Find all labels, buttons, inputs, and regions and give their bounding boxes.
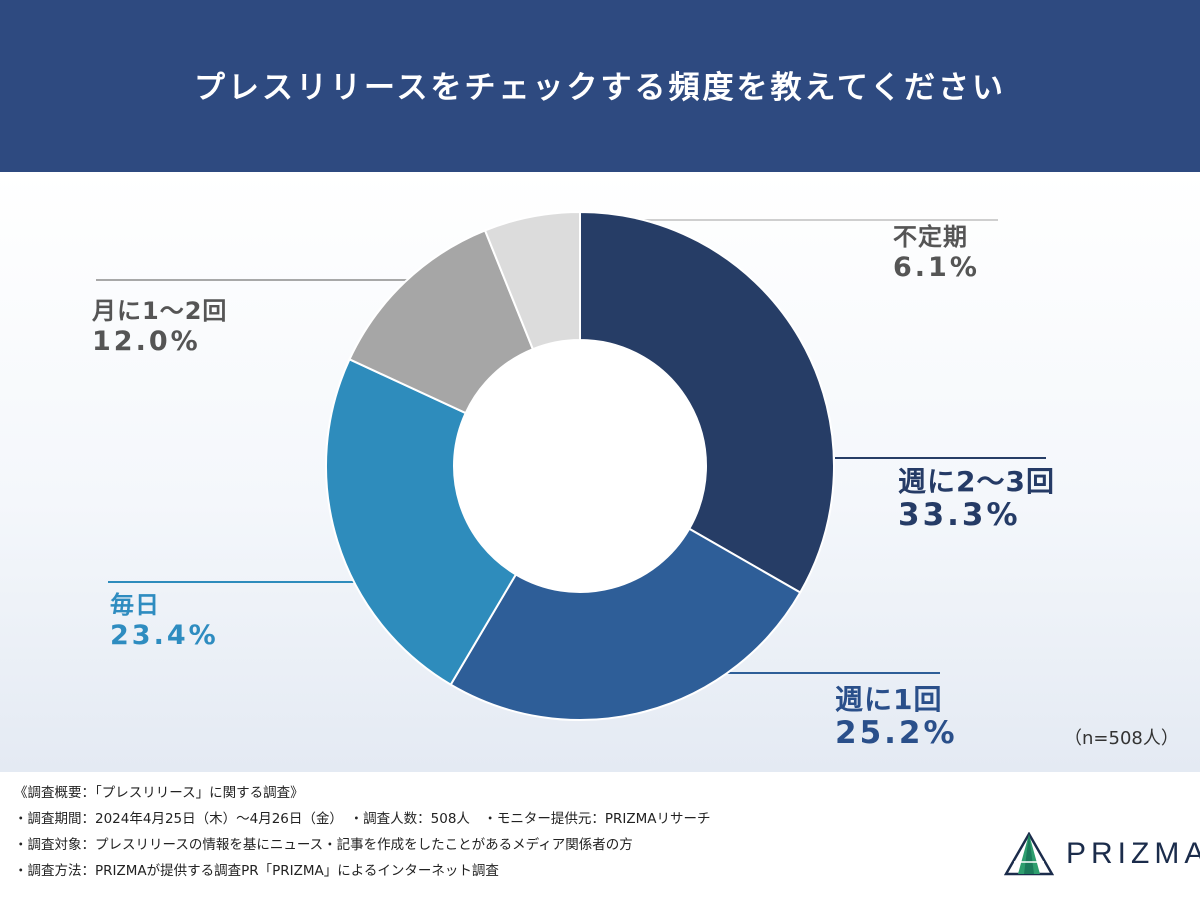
slice-category: 週に1回 xyxy=(835,683,943,716)
slice-label-irregular: 不定期 6.1% xyxy=(893,223,980,283)
prizma-logo-icon xyxy=(1004,832,1054,876)
survey-note-period: ・調査期間：2024年4月25日（木）〜4月26日（金） ・調査人数：508人 … xyxy=(14,811,711,827)
slice-value: 6.1% xyxy=(893,251,980,283)
page-title: プレスリリースをチェックする頻度を教えてください xyxy=(194,69,1006,106)
slice-category: 週に2〜3回 xyxy=(898,465,1055,498)
slice-value: 23.4% xyxy=(110,619,219,651)
survey-note-heading: 《調査概要：「プレスリリース」に関する調査》 xyxy=(14,785,304,801)
survey-notes: 《調査概要：「プレスリリース」に関する調査》 ・調査期間：2024年4月25日（… xyxy=(14,780,711,884)
header-banner: プレスリリースをチェックする頻度を教えてください xyxy=(0,0,1200,172)
slice-category: 毎日 xyxy=(110,591,160,619)
slice-category: 不定期 xyxy=(893,223,968,251)
slice-label-monthly: 月に1〜2回 12.0% xyxy=(92,297,228,357)
donut-chart xyxy=(96,210,1046,721)
slice-value: 12.0% xyxy=(92,325,201,357)
slice-category: 月に1〜2回 xyxy=(92,297,228,325)
footer: 《調査概要：「プレスリリース」に関する調査》 ・調査期間：2024年4月25日（… xyxy=(0,772,1200,900)
survey-note-target: ・調査対象：プレスリリースの情報を基にニュース・記事を作成をしたことがあるメディ… xyxy=(14,837,633,853)
donut-slices xyxy=(325,210,835,721)
brand: PRIZMA xyxy=(1004,832,1200,876)
sample-size-label: （n=508人） xyxy=(1064,728,1179,749)
brand-name: PRIZMA xyxy=(1066,837,1200,870)
slice-value: 25.2% xyxy=(835,715,958,752)
chart-area: 週に2〜3回 33.3% 週に1回 25.2% 毎日 23.4% 月に1〜2回 … xyxy=(0,172,1200,772)
slice-label-weekly-1: 週に1回 25.2% xyxy=(835,683,958,752)
survey-note-method: ・調査方法：PRIZMAが提供する調査PR「PRIZMA」によるインターネット調… xyxy=(14,863,499,879)
leader-lines xyxy=(96,219,1046,674)
slice-label-weekly-2-3: 週に2〜3回 33.3% xyxy=(898,465,1055,534)
slice-value: 33.3% xyxy=(898,497,1021,534)
donut-hole xyxy=(454,340,706,592)
slice-label-daily: 毎日 23.4% xyxy=(110,591,219,651)
